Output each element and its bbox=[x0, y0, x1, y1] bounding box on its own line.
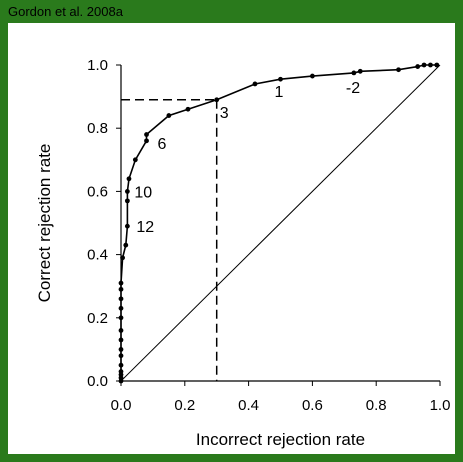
reference-lines bbox=[120, 64, 441, 382]
x-tick-label: 0.2 bbox=[174, 397, 195, 414]
data-point bbox=[144, 132, 149, 137]
y-tick-label: 0.0 bbox=[87, 373, 108, 390]
data-point bbox=[118, 337, 124, 343]
y-tick-label: 0.2 bbox=[87, 310, 108, 327]
citation-label: Gordon et al. 2008a bbox=[8, 0, 455, 23]
data-point bbox=[252, 81, 258, 87]
x-tick-label: 0.8 bbox=[366, 397, 387, 414]
series-group bbox=[118, 62, 440, 384]
x-axis-title: Incorrect rejection rate bbox=[196, 430, 365, 449]
data-point bbox=[357, 68, 363, 74]
data-point bbox=[118, 369, 124, 374]
annotation-label: 6 bbox=[158, 136, 167, 153]
data-point bbox=[351, 70, 357, 76]
data-point bbox=[132, 157, 138, 163]
data-point bbox=[124, 223, 130, 229]
x-tick-label: 1.0 bbox=[430, 397, 451, 414]
data-point bbox=[118, 280, 124, 286]
data-point bbox=[118, 296, 124, 302]
data-point bbox=[118, 286, 124, 292]
data-point bbox=[214, 97, 220, 103]
y-tick-label: 0.6 bbox=[87, 183, 108, 200]
data-point bbox=[118, 347, 124, 352]
data-point bbox=[124, 189, 130, 194]
annotation-label: 1 bbox=[275, 84, 284, 101]
data-point bbox=[118, 305, 124, 311]
x-tick-label: 0.0 bbox=[111, 397, 132, 414]
y-tick-label: 0.4 bbox=[87, 247, 108, 264]
data-point bbox=[421, 62, 427, 68]
data-point bbox=[434, 62, 440, 68]
y-axis-title: Correct rejection rate bbox=[35, 144, 54, 303]
x-tick-label: 0.6 bbox=[302, 397, 323, 414]
annotation-label: 3 bbox=[220, 105, 229, 122]
data-point bbox=[278, 76, 283, 82]
data-point bbox=[118, 353, 124, 359]
y-tick-label: 0.8 bbox=[87, 120, 108, 137]
data-point bbox=[124, 198, 130, 204]
chance-diagonal bbox=[120, 64, 441, 382]
data-point bbox=[415, 64, 421, 69]
annotation-label: 12 bbox=[136, 219, 154, 236]
data-point bbox=[118, 328, 124, 333]
data-point bbox=[428, 62, 433, 68]
annotation-label: 10 bbox=[134, 184, 152, 201]
annotations-group: 3 1 -2 6 10 12 bbox=[134, 80, 360, 236]
x-tick-label: 0.4 bbox=[238, 397, 259, 414]
data-point bbox=[144, 138, 149, 144]
data-point bbox=[310, 73, 315, 79]
y-tick-label: 1.0 bbox=[87, 57, 108, 74]
data-point bbox=[185, 106, 191, 112]
data-point bbox=[123, 242, 129, 248]
data-point bbox=[166, 113, 172, 118]
data-point bbox=[126, 176, 132, 182]
data-point bbox=[118, 315, 124, 321]
data-point bbox=[118, 362, 124, 368]
annotation-label: -2 bbox=[346, 80, 360, 97]
data-point bbox=[396, 67, 401, 73]
data-point bbox=[120, 255, 125, 261]
